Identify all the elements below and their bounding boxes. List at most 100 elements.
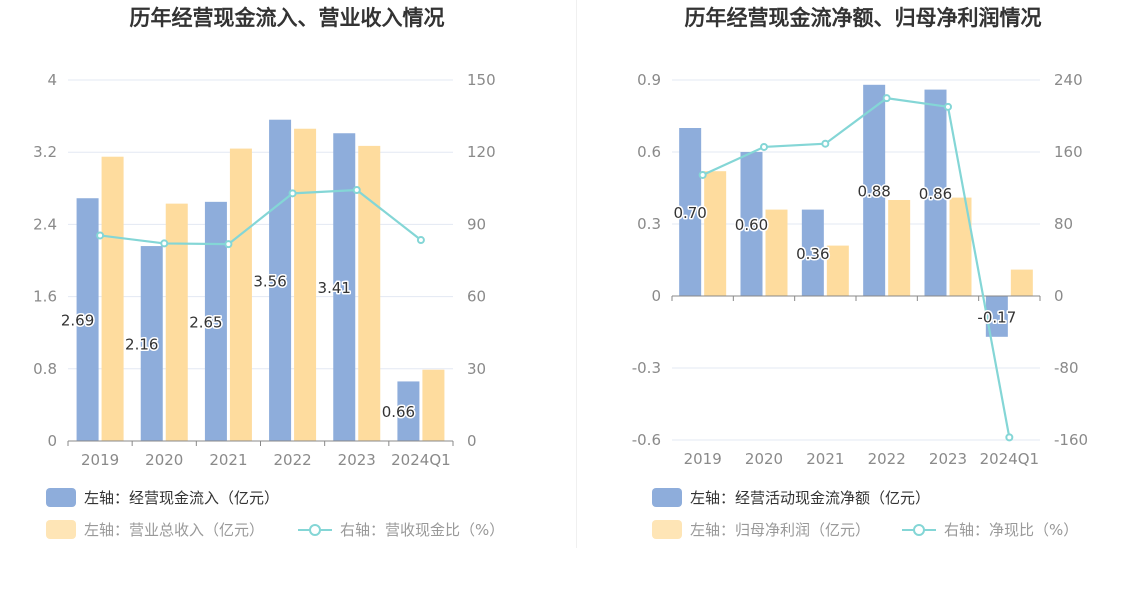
- left-axis-tick-label: 1.6: [33, 288, 57, 306]
- line-point: [760, 142, 768, 151]
- bar-secondary: [358, 145, 381, 441]
- panel-divider: [576, 0, 577, 548]
- bar-secondary: [229, 148, 252, 441]
- bar-data-label: 0.86: [919, 185, 952, 203]
- line-point: [821, 139, 830, 148]
- left-axis-tick-label: 2.4: [33, 215, 57, 233]
- legend-label: 左轴：经营现金流入（亿元）: [84, 489, 280, 507]
- bar-primary: [679, 128, 702, 296]
- bar-data-label: 3.41: [318, 279, 351, 297]
- line-point: [96, 231, 105, 240]
- bar-secondary: [888, 200, 911, 296]
- bar-primary: [397, 381, 420, 441]
- bar-data-label: 2.16: [125, 336, 158, 354]
- left-axis-tick-label: 0: [47, 432, 57, 450]
- bar-data-label: 0.36: [796, 245, 829, 263]
- line-point: [698, 170, 707, 179]
- bar-primary: [76, 198, 99, 441]
- left-axis-tick-label: 0.8: [33, 360, 57, 378]
- bar-data-label: -0.17: [977, 308, 1016, 326]
- left-axis-tick-label: 0.9: [637, 71, 661, 89]
- line-point: [352, 185, 361, 194]
- bar-secondary: [294, 128, 317, 442]
- x-axis-category-label: 2020: [145, 451, 183, 469]
- legend-item-net-cashflow[interactable]: 左轴：经营活动现金流净额（亿元）: [652, 487, 930, 508]
- bar-primary: [863, 84, 886, 296]
- right-axis-tick-label: -160: [1054, 431, 1088, 449]
- right-axis-tick-label: 0: [467, 432, 477, 450]
- x-axis-category-label: 2022: [868, 450, 906, 468]
- right-axis-tick-label: 90: [467, 215, 486, 233]
- legend-item-revenue[interactable]: 左轴：营业总收入（亿元）: [46, 519, 264, 540]
- right-axis-tick-label: 0: [1054, 287, 1064, 305]
- legend-swatch: [652, 520, 682, 539]
- x-axis-category-label: 2022: [273, 451, 311, 469]
- chart-panel-cashflow-revenue: 历年经营现金流入、营业收入情况 0 0 0.8 30 1.6 60 2.4 90 3.2 120 4…: [0, 0, 574, 560]
- left-axis-tick-label: 0: [651, 287, 661, 305]
- right-axis-tick-label: 80: [1054, 215, 1073, 233]
- line-point: [416, 236, 425, 245]
- line-point: [288, 189, 297, 198]
- x-axis-category-label: 2024Q1: [980, 450, 1040, 468]
- right-axis-tick-label: -80: [1054, 359, 1079, 377]
- bar-primary: [924, 89, 947, 296]
- x-axis-category-label: 2021: [806, 450, 844, 468]
- right-axis-tick-label: 160: [1054, 143, 1083, 161]
- bar-primary: [985, 296, 1008, 337]
- bar-primary: [801, 209, 824, 296]
- legend-label: 左轴：经营活动现金流净额（亿元）: [690, 489, 931, 507]
- left-axis-tick-label: 0.6: [637, 143, 661, 161]
- x-axis-category-label: 2024Q1: [391, 451, 451, 469]
- bar-data-label: 0.66: [382, 403, 415, 421]
- legend-swatch: [46, 520, 76, 539]
- legend-label: 左轴：归母净利润（亿元）: [690, 521, 871, 539]
- legend-item-net-profit[interactable]: 左轴：归母净利润（亿元）: [652, 519, 870, 540]
- legend-label: 右轴：营收现金比（%）: [340, 521, 505, 539]
- line-point: [944, 102, 952, 111]
- right-axis-tick-label: 150: [467, 71, 496, 89]
- bar-primary: [333, 133, 356, 441]
- bar-data-label: 0.88: [857, 182, 890, 200]
- left-axis-tick-label: -0.3: [632, 359, 661, 377]
- x-axis-category-label: 2021: [209, 451, 247, 469]
- line-point: [882, 94, 891, 103]
- line-point: [1005, 433, 1014, 442]
- right-axis-tick-label: 240: [1054, 71, 1083, 89]
- line-series: [99, 188, 422, 246]
- legend-item-cash-inflow[interactable]: 左轴：经营现金流入（亿元）: [46, 487, 279, 508]
- legend-label: 左轴：营业总收入（亿元）: [84, 521, 265, 539]
- left-axis-tick-label: 3.2: [33, 143, 57, 161]
- x-axis-category-label: 2020: [745, 450, 783, 468]
- legend-line-swatch: [902, 520, 936, 539]
- bar-primary: [204, 201, 227, 441]
- left-axis-tick-label: -0.6: [632, 431, 661, 449]
- bar-data-label: 2.65: [189, 313, 222, 331]
- bar-primary: [140, 246, 163, 441]
- x-axis-category-label: 2019: [684, 450, 722, 468]
- chart-plot-area: -0.6 -160 -0.3 -80 0 0 0.3 80 0.6 160 0.9 240 2019 20…: [632, 71, 1088, 468]
- legend-label: 右轴：净现比（%）: [944, 521, 1079, 539]
- legend-item-net-cash-ratio[interactable]: 右轴：净现比（%）: [902, 519, 1078, 540]
- bar-secondary: [165, 203, 188, 441]
- chart-panel-netcash-netprofit: 历年经营现金流净额、归母净利润情况 -0.6 -160 -0.3 -80 0 0 0.3 80…: [576, 0, 1148, 560]
- right-axis-tick-label: 120: [467, 143, 496, 161]
- legend-line-swatch: [298, 520, 332, 539]
- bar-secondary: [1010, 269, 1033, 296]
- legend-swatch: [46, 488, 76, 507]
- legend-item-cash-revenue-ratio[interactable]: 右轴：营收现金比（%）: [298, 519, 504, 540]
- legend-swatch: [652, 488, 682, 507]
- bar-secondary: [704, 171, 727, 296]
- bar-data-label: 3.56: [253, 272, 286, 290]
- left-axis-tick-label: 4: [47, 71, 57, 89]
- right-axis-tick-label: 60: [467, 288, 486, 306]
- bar-data-label: 0.60: [735, 216, 768, 234]
- bar-data-label: 0.70: [673, 204, 706, 222]
- line-series: [702, 97, 1011, 438]
- bar-secondary: [765, 209, 788, 296]
- bar-secondary: [949, 197, 972, 296]
- line-point: [224, 240, 233, 249]
- chart-plot-area: 0 0 0.8 30 1.6 60 2.4 90 3.2 120 4 150 2019 2020 2021 2…: [33, 71, 496, 469]
- right-axis-tick-label: 30: [467, 360, 486, 378]
- bar-secondary: [101, 156, 124, 441]
- left-axis-tick-label: 0.3: [637, 215, 661, 233]
